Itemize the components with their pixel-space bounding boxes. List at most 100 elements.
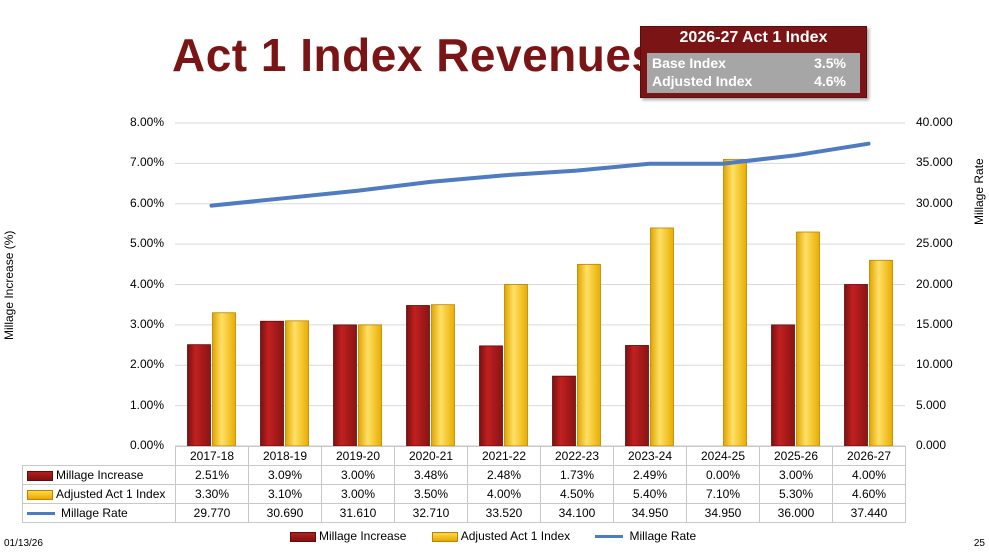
y-tick-label: 1.00% [129,397,164,412]
footer-date: 01/13/26 [4,538,43,549]
category-label: 2025-26 [759,446,833,466]
table-cell: 33.520 [467,503,541,523]
bar-millage-increase [187,344,211,447]
slide-title: Act 1 Index Revenues [172,29,658,81]
category-label: 2021-22 [467,446,541,466]
legend-label: Millage Rate [629,529,697,543]
y2-tick-label: 40.000 [916,115,953,129]
table-cell: 32.710 [394,503,468,523]
y-tick-label: 2.00% [129,357,164,372]
category-label: 2018-19 [248,446,322,466]
series-label: Millage Increase [56,468,144,482]
millage-rate-swatch [27,512,55,516]
category-label: 2024-25 [686,446,760,466]
base-index-row: Base Index 3.5% [652,55,852,71]
category-label: 2020-21 [394,446,468,466]
table-cell: 37.440 [832,503,906,523]
legend-item-millage-increase: Millage Increase [290,529,406,543]
table-header-row: 2017-18 2018-19 2019-20 2020-21 2021-22 … [23,446,906,466]
bar-millage-increase [406,305,430,447]
adjusted-index-swatch [27,489,53,500]
bar-adjusted-index [212,312,236,447]
y2-tick-label: 35.000 [916,155,953,170]
index-summary-box: 2026-27 Act 1 Index Base Index 3.5% Adju… [640,26,867,98]
millage-increase-swatch [27,470,53,481]
table-cell: 4.60% [832,484,906,504]
y2-tick-label: 15.000 [916,316,953,331]
y-tick-label: 4.00% [129,276,164,291]
footer-page-number: 25 [973,538,985,549]
table-cell: 3.48% [394,465,468,485]
bar-adjusted-index [796,231,820,447]
series-label: Adjusted Act 1 Index [56,487,166,501]
table-cell: 1.73% [540,465,614,485]
bar-millage-increase [260,320,284,447]
table-cell: 30.690 [248,503,322,523]
table-cell: 5.40% [613,484,687,504]
table-cell: 34.950 [686,503,760,523]
table-cell: 36.000 [759,503,833,523]
table-cell: 29.770 [175,503,249,523]
index-box-body: Base Index 3.5% Adjusted Index 4.6% [647,53,860,93]
bar-millage-increase [479,345,503,447]
y2-tick-label: 25.000 [916,236,953,251]
data-table: 2017-18 2018-19 2019-20 2020-21 2021-22 … [22,446,906,523]
table-cell: 34.950 [613,503,687,523]
table-cell: 3.50% [394,484,468,504]
adjusted-index-row: Adjusted Index 4.6% [652,73,852,89]
base-index-value: 3.5% [814,55,846,71]
bar-adjusted-index [869,259,893,447]
legend-swatch [431,531,458,542]
table-row-adjusted-index: Adjusted Act 1 Index 3.30% 3.10% 3.00% 3… [22,484,906,504]
y-tick-label: 5.00% [129,236,164,251]
y-tick-label: 3.00% [129,316,164,331]
series-label: Millage Rate [61,506,128,520]
base-index-label: Base Index [652,55,726,71]
legend-label: Millage Increase [319,529,407,543]
bar-adjusted-index [285,320,309,447]
bar-adjusted-index [723,158,747,447]
bar-millage-increase [625,345,649,447]
table-cell: 5.30% [759,484,833,504]
category-label: 2017-18 [175,446,249,466]
category-label: 2026-27 [832,446,906,466]
category-label: 2023-24 [613,446,687,466]
y-tick-label: 8.00% [129,115,164,129]
bar-millage-increase [552,375,576,447]
y2-tick-label: 0.000 [916,438,947,452]
bar-adjusted-index [650,227,674,447]
bar-millage-increase [771,324,795,447]
table-cell: 3.30% [175,484,249,504]
bar-adjusted-index [431,304,455,447]
bar-adjusted-index [504,284,528,447]
y-tick-label: 7.00% [129,155,164,170]
table-row-millage-rate: Millage Rate 29.770 30.690 31.610 32.710… [22,503,906,523]
table-cell: 2.48% [467,465,541,485]
table-cell: 3.00% [321,465,395,485]
table-cell: 7.10% [686,484,760,504]
legend-swatch [595,535,624,539]
table-cell: 34.100 [540,503,614,523]
y2-tick-label: 30.000 [916,195,953,210]
y2-tick-label: 10.000 [916,357,953,372]
adjusted-index-label: Adjusted Index [652,73,753,89]
y2-tick-label: 5.000 [916,397,947,412]
y2-tick-label: 20.000 [916,276,953,291]
table-cell: 0.00% [686,465,760,485]
table-cell: 2.49% [613,465,687,485]
table-cell: 3.00% [321,484,395,504]
chart-legend: Millage Increase Adjusted Act 1 Index Mi… [290,529,718,543]
bar-millage-increase [333,324,357,447]
adjusted-index-value: 4.6% [814,73,846,89]
table-cell: 4.00% [467,484,541,504]
category-label: 2022-23 [540,446,614,466]
bar-adjusted-index [358,324,382,447]
legend-label: Adjusted Act 1 Index [460,529,571,543]
table-cell: 3.10% [248,484,322,504]
y-tick-label: 6.00% [129,195,164,210]
bar-adjusted-index [577,263,601,447]
table-cell: 4.50% [540,484,614,504]
table-cell: 31.610 [321,503,395,523]
table-cell: 3.09% [248,465,322,485]
